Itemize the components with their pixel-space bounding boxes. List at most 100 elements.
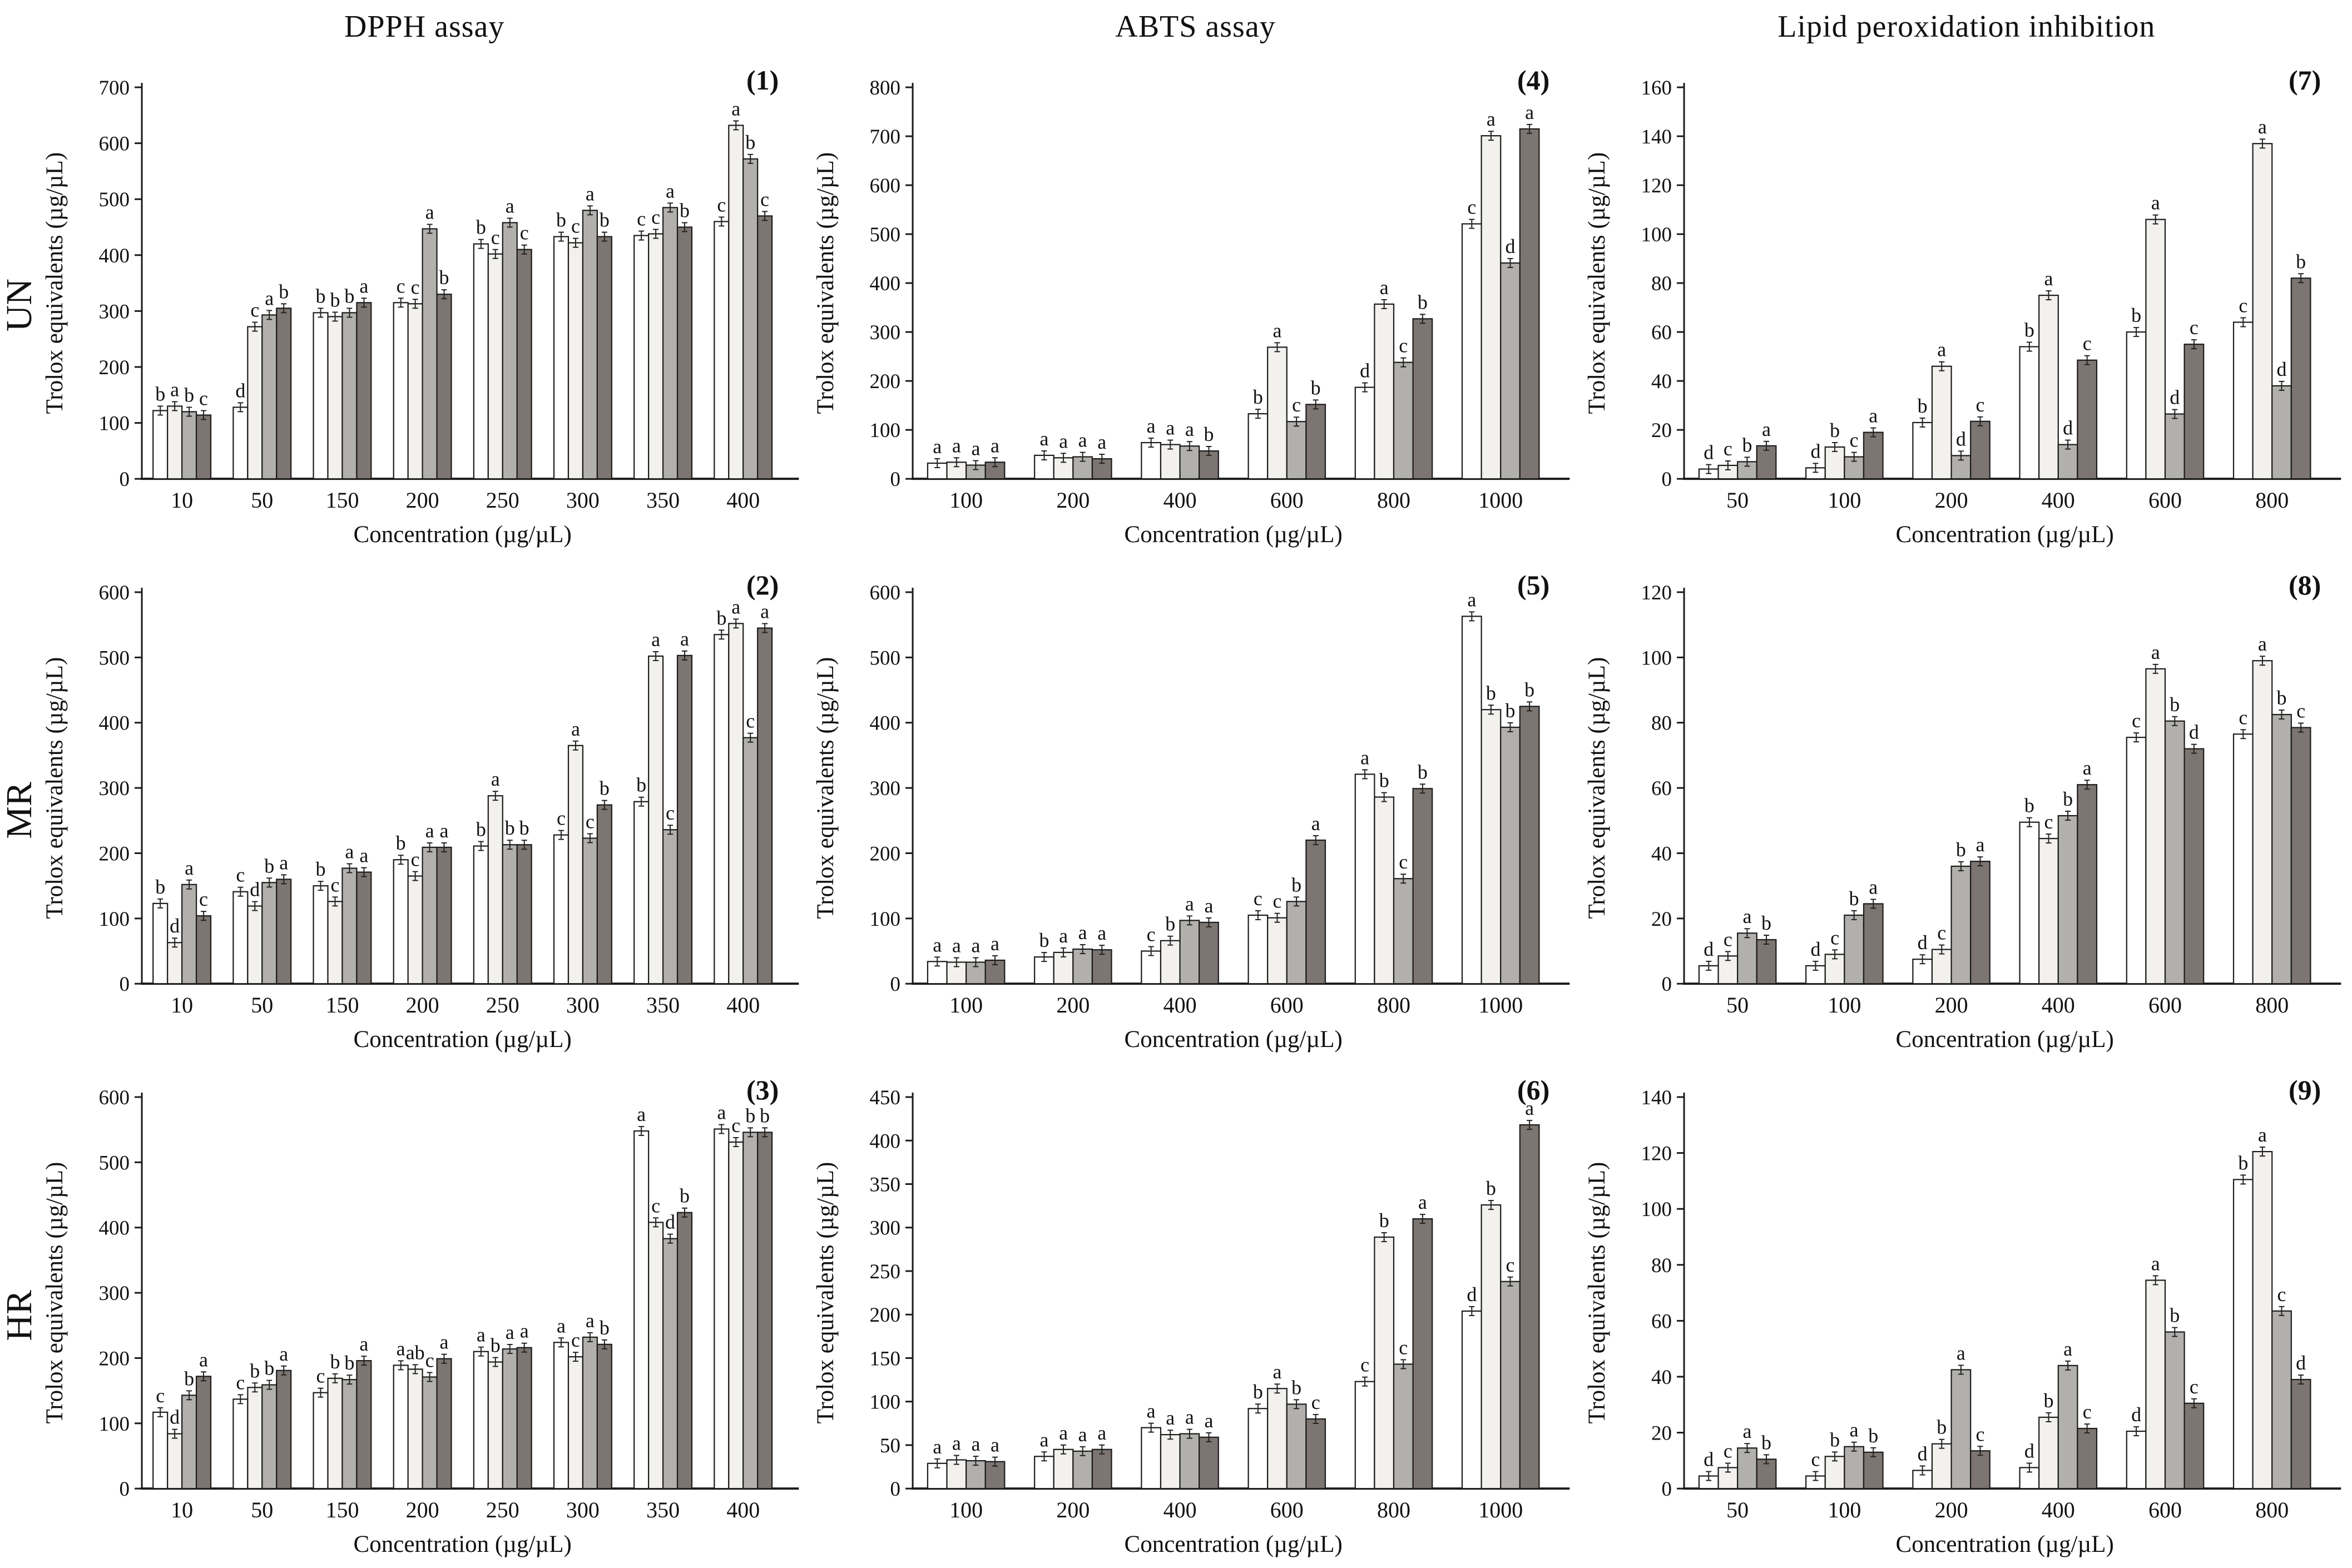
- bar: [1179, 1433, 1200, 1490]
- bar: [1305, 404, 1326, 480]
- svg-text:a: a: [651, 628, 660, 651]
- bar: [567, 242, 584, 480]
- svg-text:0: 0: [120, 1478, 130, 1501]
- x-axis-title: Concentration (µg/µL): [1125, 1532, 1343, 1558]
- svg-text:a: a: [1098, 1422, 1107, 1444]
- svg-text:0: 0: [890, 468, 901, 491]
- svg-text:250: 250: [486, 993, 519, 1018]
- svg-text:200: 200: [1057, 1498, 1090, 1523]
- bar: [341, 312, 358, 480]
- svg-text:400: 400: [726, 993, 760, 1018]
- svg-text:d: d: [1360, 360, 1370, 382]
- bar: [553, 834, 570, 985]
- svg-text:b: b: [476, 818, 486, 841]
- svg-text:500: 500: [99, 188, 130, 211]
- svg-text:a: a: [952, 434, 961, 456]
- svg-text:a: a: [571, 718, 580, 740]
- bar: [1141, 441, 1162, 480]
- chart-panel-9: 0 20 40 60 80 100 120 140 Trolox equivalents (µg…: [1581, 1063, 2352, 1567]
- svg-text:120: 120: [1641, 175, 1672, 197]
- bar: [2183, 1403, 2204, 1490]
- svg-text:a: a: [1849, 1419, 1858, 1441]
- y-axis-title: Trolox equivalents (µg/µL): [42, 1162, 68, 1424]
- svg-text:b: b: [1486, 1177, 1496, 1199]
- bar: [422, 228, 438, 480]
- bar: [714, 1128, 730, 1490]
- row-label-hr: HR: [0, 1289, 39, 1341]
- svg-text:b: b: [2043, 1390, 2053, 1412]
- svg-text:c: c: [651, 1195, 660, 1217]
- bar: [516, 249, 532, 480]
- bar: [1160, 1434, 1181, 1490]
- bar: [247, 326, 263, 480]
- bar: [1462, 1311, 1483, 1490]
- svg-text:a: a: [345, 841, 354, 863]
- bar: [1500, 262, 1521, 480]
- svg-text:100: 100: [1828, 993, 1861, 1018]
- bar: [1355, 773, 1375, 985]
- svg-text:300: 300: [99, 300, 130, 323]
- bar: [1863, 903, 1884, 985]
- bars: [152, 623, 773, 985]
- svg-text:140: 140: [1641, 1086, 1672, 1109]
- panel-number: (4): [1517, 64, 1549, 96]
- svg-text:400: 400: [870, 712, 901, 735]
- svg-text:150: 150: [325, 1498, 359, 1523]
- bar: [1267, 917, 1288, 985]
- svg-text:b: b: [1761, 1432, 1771, 1454]
- svg-text:b: b: [1379, 770, 1389, 792]
- svg-text:200: 200: [870, 843, 901, 866]
- svg-text:c: c: [1399, 1337, 1408, 1359]
- svg-text:150: 150: [870, 1348, 901, 1371]
- svg-text:c: c: [1311, 1391, 1320, 1413]
- svg-text:d: d: [2063, 417, 2073, 439]
- svg-text:a: a: [1487, 108, 1496, 130]
- chart-panel-7: 0 20 40 60 80 100 120 140 160 Trolox equivalents …: [1581, 53, 2352, 558]
- svg-text:b: b: [1868, 1425, 1878, 1447]
- svg-text:140: 140: [1641, 126, 1672, 148]
- svg-text:d: d: [1810, 938, 1820, 960]
- svg-text:a: a: [520, 1320, 529, 1342]
- svg-text:400: 400: [870, 272, 901, 295]
- bar: [2232, 321, 2254, 480]
- svg-text:80: 80: [1651, 272, 1672, 295]
- bar-chart-svg-(3): 0 100 200 300 400 500 600 Trolox equivalents (µ…: [42, 1074, 799, 1558]
- svg-text:d: d: [2189, 721, 2199, 743]
- svg-text:600: 600: [1270, 1498, 1304, 1523]
- svg-text:100: 100: [949, 488, 983, 513]
- svg-text:a: a: [1273, 1361, 1282, 1383]
- svg-text:a: a: [1311, 812, 1320, 835]
- bar-chart-svg-(7): 0 20 40 60 80 100 120 140 160 Trolox equivalents …: [1584, 64, 2341, 548]
- panel-number: (7): [2289, 64, 2321, 96]
- svg-text:a: a: [185, 857, 194, 879]
- svg-text:800: 800: [1377, 488, 1410, 513]
- bar: [195, 414, 212, 480]
- svg-text:800: 800: [2255, 1498, 2289, 1523]
- svg-text:b: b: [2024, 795, 2034, 817]
- bar: [356, 302, 372, 480]
- svg-text:800: 800: [2255, 993, 2289, 1018]
- bar: [422, 1376, 438, 1490]
- svg-text:a: a: [1059, 430, 1068, 452]
- svg-text:600: 600: [2148, 993, 2182, 1018]
- svg-text:100: 100: [1641, 1199, 1672, 1222]
- bars: [152, 1128, 773, 1490]
- bar: [2019, 346, 2039, 480]
- svg-text:a: a: [991, 1434, 999, 1456]
- svg-text:1000: 1000: [1479, 488, 1523, 513]
- bar: [487, 1361, 503, 1490]
- svg-text:b: b: [1937, 1416, 1947, 1438]
- svg-text:a: a: [991, 932, 999, 955]
- svg-text:b: b: [2296, 250, 2306, 272]
- svg-text:500: 500: [870, 224, 901, 246]
- bar: [1843, 1446, 1864, 1490]
- svg-text:c: c: [236, 864, 245, 886]
- bar: [1462, 616, 1483, 985]
- svg-text:50: 50: [1726, 993, 1749, 1018]
- svg-text:200: 200: [406, 993, 439, 1018]
- svg-text:c: c: [1830, 927, 1839, 949]
- svg-text:b: b: [476, 216, 486, 239]
- svg-text:120: 120: [1641, 582, 1672, 604]
- bar: [1286, 421, 1307, 480]
